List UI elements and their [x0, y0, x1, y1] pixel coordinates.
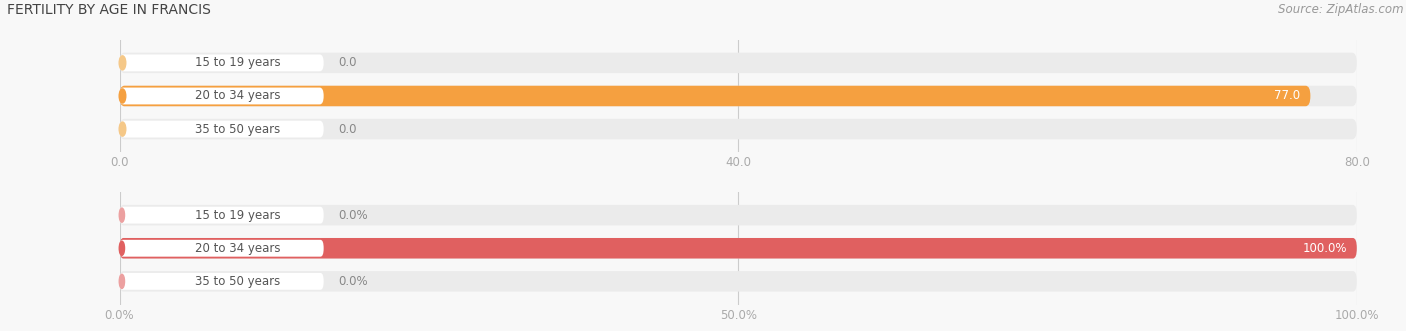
FancyBboxPatch shape [120, 207, 323, 223]
Text: 77.0: 77.0 [1274, 89, 1301, 103]
Text: 0.0: 0.0 [339, 122, 357, 136]
Text: 35 to 50 years: 35 to 50 years [195, 122, 281, 136]
Text: 0.0: 0.0 [339, 56, 357, 70]
FancyBboxPatch shape [120, 119, 1357, 139]
FancyBboxPatch shape [120, 271, 1357, 292]
Text: 0.0%: 0.0% [339, 275, 368, 288]
FancyBboxPatch shape [120, 55, 323, 71]
Circle shape [120, 89, 125, 103]
FancyBboxPatch shape [120, 238, 1357, 259]
Text: FERTILITY BY AGE IN FRANCIS: FERTILITY BY AGE IN FRANCIS [7, 3, 211, 17]
FancyBboxPatch shape [120, 240, 323, 257]
FancyBboxPatch shape [120, 121, 323, 137]
Text: Source: ZipAtlas.com: Source: ZipAtlas.com [1278, 3, 1403, 16]
Circle shape [120, 208, 125, 222]
Circle shape [120, 241, 125, 255]
Text: 15 to 19 years: 15 to 19 years [195, 209, 281, 222]
FancyBboxPatch shape [120, 88, 323, 104]
Text: 20 to 34 years: 20 to 34 years [195, 89, 281, 103]
FancyBboxPatch shape [120, 205, 1357, 225]
FancyBboxPatch shape [120, 273, 323, 290]
Text: 15 to 19 years: 15 to 19 years [195, 56, 281, 70]
Text: 20 to 34 years: 20 to 34 years [195, 242, 281, 255]
FancyBboxPatch shape [120, 53, 1357, 73]
Circle shape [120, 274, 125, 288]
FancyBboxPatch shape [120, 238, 1357, 259]
Text: 35 to 50 years: 35 to 50 years [195, 275, 281, 288]
Circle shape [120, 56, 125, 70]
Text: 100.0%: 100.0% [1302, 242, 1347, 255]
FancyBboxPatch shape [120, 86, 1310, 106]
Circle shape [120, 122, 125, 136]
FancyBboxPatch shape [120, 86, 1357, 106]
Text: 0.0%: 0.0% [339, 209, 368, 222]
